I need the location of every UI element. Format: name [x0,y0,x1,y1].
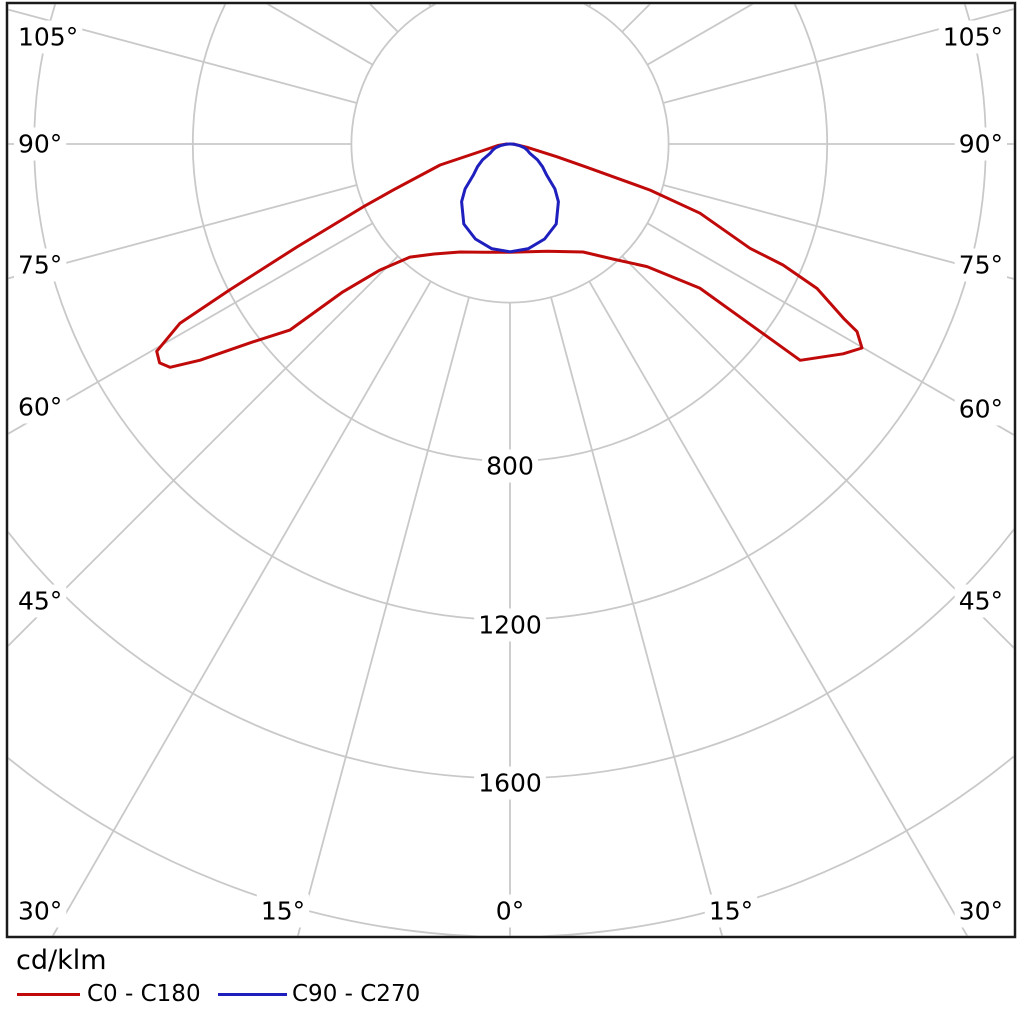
angle-label-left-60: 60° [18,393,62,422]
axis-labels: 105° 90° 75° 60° 45° 30° 105° 90° 75° 60° 45° 30° 15… [14,20,1007,928]
angle-label-right-30: 30° [959,897,1003,926]
grid-radial-75 [662,184,1014,280]
angle-label-right-105-bg [938,20,1007,54]
legend-label-c0-c180: C0 - C180 [87,981,201,1007]
angle-label-right-75: 75° [959,251,1003,280]
ring-label-1200: 1200 [478,611,542,640]
angle-label-right-60: 60° [959,395,1003,424]
grid-radial-300 [8,222,374,435]
grid-radial-330 [51,280,432,936]
angle-label-right-30-bg [954,894,1007,928]
angle-label-left-75-bg [14,248,67,282]
plot-border [5,1,1017,939]
angle-label-bottom-15: 15° [709,897,753,926]
angle-label-right-90-bg [954,127,1007,161]
grid-radial-30 [588,280,969,936]
angle-label-bottom-15-bg [256,894,310,928]
angle-label-bottom-0-bg [491,894,529,928]
curve-c90-c270 [460,142,560,254]
ring-label-1600-bg [474,766,546,800]
angle-label-left-90: 90° [18,130,62,159]
ring-label-800: 800 [486,452,534,481]
angle-label-left-60-bg [14,390,67,424]
angle-label-bottom-15: 15° [261,897,305,926]
angle-label-bottom-15-bg [704,894,758,928]
angle-label-left-45-bg [14,584,67,618]
legend-line-c0-c180 [17,993,80,996]
angle-label-bottom-0: 0° [496,897,524,926]
angle-label-right-45: 45° [959,587,1003,616]
angle-label-right-105: 105° [943,23,1003,52]
curves [155,142,864,369]
angle-label-right-60-bg [954,392,1007,426]
ring-label-1600: 1600 [478,769,542,798]
curve-c0-c180 [155,142,864,369]
legend-label-c90-c270: C90 - C270 [292,981,421,1007]
grid-ring-400 [350,4,670,304]
angle-label-left-75: 75° [18,251,62,280]
grid-radial-285 [8,184,358,280]
angle-label-right-45-bg [954,584,1007,618]
angle-label-left-105: 105° [18,23,78,52]
grid-radial-315 [8,255,399,647]
ring-label-1200-bg [474,608,546,642]
grid-radial-60 [646,222,1014,436]
legend-line-c90-c270 [218,993,287,996]
angle-label-left-30-bg [14,894,67,928]
angle-label-right-90: 90° [959,130,1003,159]
angle-label-left-30: 30° [18,897,62,926]
angle-label-left-105-bg [14,20,83,54]
grid-radial-255 [8,8,358,104]
angle-label-left-45: 45° [18,587,62,616]
grid-radial-45 [621,255,1014,649]
grid-radial-105 [662,8,1014,104]
legend-unit-label: cd/klm [16,945,107,976]
angle-label-right-75-bg [954,248,1007,282]
ring-label-800-bg [482,449,538,483]
angle-label-left-90-bg [14,127,67,161]
